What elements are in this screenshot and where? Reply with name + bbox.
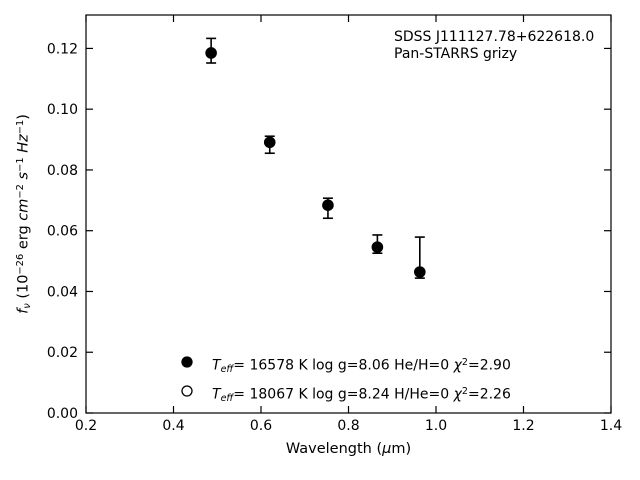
x-tick-label: 1.0 — [425, 418, 447, 434]
legend-marker-filled — [181, 356, 193, 368]
y-tick-label: 0.02 — [47, 345, 78, 361]
y-tick-label: 0.08 — [47, 163, 78, 179]
annotation-survey-bands: Pan-STARRS grizy — [394, 46, 518, 62]
data-point-marker — [205, 47, 217, 59]
x-tick-label: 1.4 — [600, 418, 622, 434]
annotation-block: SDSS J111127.78+622618.0 Pan-STARRS griz… — [394, 29, 594, 63]
x-tick-label: 0.4 — [162, 418, 184, 434]
x-tick-label: 0.6 — [250, 418, 272, 434]
legend-marker-open — [181, 385, 193, 397]
y-axis-label: fν (10−26 erg cm−2 s−1 Hz−1) — [14, 114, 34, 314]
data-point-marker — [414, 266, 426, 278]
legend-entry-model2: Teff= 18067 K log g=8.24 H/He=0 χ2=2.26 — [212, 386, 511, 404]
y-tick-label: 0.00 — [47, 406, 78, 422]
data-point-marker — [322, 199, 334, 211]
y-tick-label: 0.04 — [47, 284, 78, 300]
y-tick-label: 0.12 — [47, 41, 78, 57]
y-tick-label: 0.06 — [47, 224, 78, 240]
legend-entry-model1: Teff= 16578 K log g=8.06 He/H=0 χ2=2.90 — [212, 357, 511, 375]
x-axis-label: Wavelength (μm) — [285, 441, 412, 457]
y-tick-label: 0.10 — [47, 102, 78, 118]
annotation-object-name: SDSS J111127.78+622618.0 — [394, 29, 595, 45]
x-tick-label: 0.2 — [75, 418, 97, 434]
x-tick-label: 0.8 — [337, 418, 359, 434]
data-point-marker — [263, 136, 276, 149]
x-tick-label: 1.2 — [512, 418, 534, 434]
data-point-marker — [371, 241, 384, 253]
